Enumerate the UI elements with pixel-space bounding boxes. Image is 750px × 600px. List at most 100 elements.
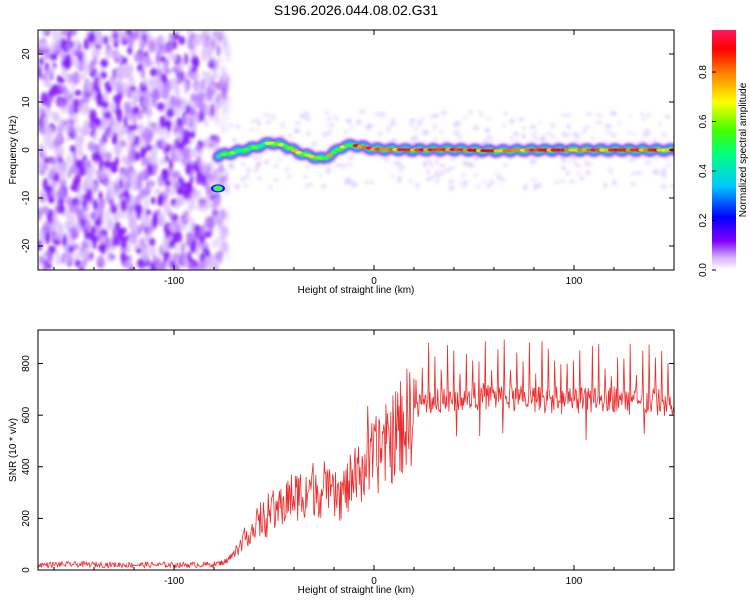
noise-blob xyxy=(57,99,65,106)
noise-blob xyxy=(38,65,42,80)
noise-blob xyxy=(80,217,85,228)
noise-blob xyxy=(434,170,439,177)
noise-blob xyxy=(186,232,192,243)
noise-blob xyxy=(319,174,324,178)
noise-blob xyxy=(38,208,43,222)
noise-blob xyxy=(426,159,432,163)
noise-blob xyxy=(670,183,674,189)
noise-blob xyxy=(579,176,585,181)
noise-blob xyxy=(69,144,77,153)
noise-blob xyxy=(222,42,232,55)
noise-blob xyxy=(390,120,396,127)
noise-blob xyxy=(138,47,144,60)
noise-blob xyxy=(131,221,138,232)
noise-blob xyxy=(139,215,148,223)
noise-blob xyxy=(665,157,669,162)
noise-blob xyxy=(164,58,170,67)
spectrogram-y-label: Frequency (Hz) xyxy=(8,116,19,185)
noise-blob xyxy=(46,139,54,150)
noise-blob xyxy=(535,182,543,188)
noise-blob xyxy=(481,180,487,184)
colorbar-tick-label: 0.8 xyxy=(698,65,709,79)
colorbar-tick-label: 0.2 xyxy=(698,213,709,227)
noise-blob xyxy=(131,91,139,104)
noise-blob xyxy=(253,154,257,160)
noise-blob xyxy=(164,68,172,75)
noise-blob xyxy=(159,212,166,226)
noise-blob xyxy=(222,81,229,93)
noise-blob xyxy=(343,129,349,134)
noise-blob xyxy=(65,94,70,105)
noise-blob xyxy=(161,74,167,83)
noise-blob xyxy=(220,121,225,135)
noise-blob xyxy=(325,109,329,116)
noise-blob xyxy=(126,211,132,221)
noise-blob xyxy=(263,113,270,118)
colorbar-tick-label: 0.4 xyxy=(698,164,709,178)
figure-title: S196.2026.044.08.02.G31 xyxy=(274,2,438,18)
noise-blob xyxy=(106,220,114,229)
noise-blob xyxy=(246,167,252,174)
noise-blob xyxy=(136,177,143,191)
noise-blob xyxy=(385,125,391,130)
noise-blob xyxy=(45,127,54,140)
noise-blob xyxy=(42,220,51,234)
noise-blob xyxy=(250,118,255,124)
noise-blob xyxy=(429,162,434,168)
noise-blob xyxy=(168,32,173,45)
noise-blob xyxy=(444,168,451,173)
noise-blob xyxy=(147,227,152,238)
noise-blob xyxy=(477,110,483,114)
noise-blob xyxy=(103,35,109,46)
noise-blob xyxy=(178,125,185,135)
noise-blob xyxy=(142,97,148,108)
noise-blob xyxy=(325,168,331,175)
noise-blob xyxy=(117,210,126,219)
noise-blob xyxy=(74,259,81,268)
noise-blob xyxy=(98,157,104,171)
noise-blob xyxy=(138,122,144,130)
noise-blob xyxy=(84,219,92,232)
noise-blob xyxy=(617,120,622,126)
noise-blob xyxy=(209,57,216,64)
snr-x-tick-label: 100 xyxy=(566,576,583,587)
noise-blob xyxy=(345,117,353,124)
noise-blob xyxy=(38,254,45,265)
noise-blob xyxy=(100,71,108,80)
noise-blob xyxy=(559,179,566,183)
noise-blob xyxy=(595,120,602,125)
noise-blob xyxy=(171,66,179,73)
noise-blob xyxy=(205,86,214,101)
noise-blob xyxy=(585,170,592,176)
noise-blob xyxy=(174,96,182,108)
noise-blob xyxy=(68,102,75,117)
noise-blob xyxy=(142,90,149,99)
noise-blob xyxy=(75,57,81,70)
noise-blob xyxy=(86,187,93,202)
noise-blob xyxy=(124,181,131,192)
noise-blob xyxy=(209,134,216,141)
noise-blob xyxy=(510,134,514,142)
noise-blob xyxy=(128,76,136,87)
noise-blob xyxy=(439,169,445,176)
noise-blob xyxy=(423,161,428,168)
noise-blob xyxy=(127,46,133,55)
spectrogram-x-label: Height of straight line (km) xyxy=(298,285,415,296)
noise-blob xyxy=(141,38,146,50)
noise-blob xyxy=(127,130,136,144)
noise-blob xyxy=(243,183,249,188)
noise-blob xyxy=(57,117,64,125)
ridge-cell xyxy=(286,146,294,150)
noise-blob xyxy=(174,231,183,243)
noise-blob xyxy=(413,185,420,189)
noise-blob xyxy=(196,91,205,102)
noise-blob xyxy=(522,126,526,130)
noise-blob xyxy=(81,258,88,268)
noise-blob xyxy=(653,138,657,143)
noise-blob xyxy=(53,38,61,52)
noise-blob xyxy=(180,242,186,254)
noise-blob xyxy=(240,134,244,138)
noise-blob xyxy=(128,193,136,206)
ridge-cell xyxy=(335,148,342,152)
noise-blob xyxy=(100,236,107,244)
